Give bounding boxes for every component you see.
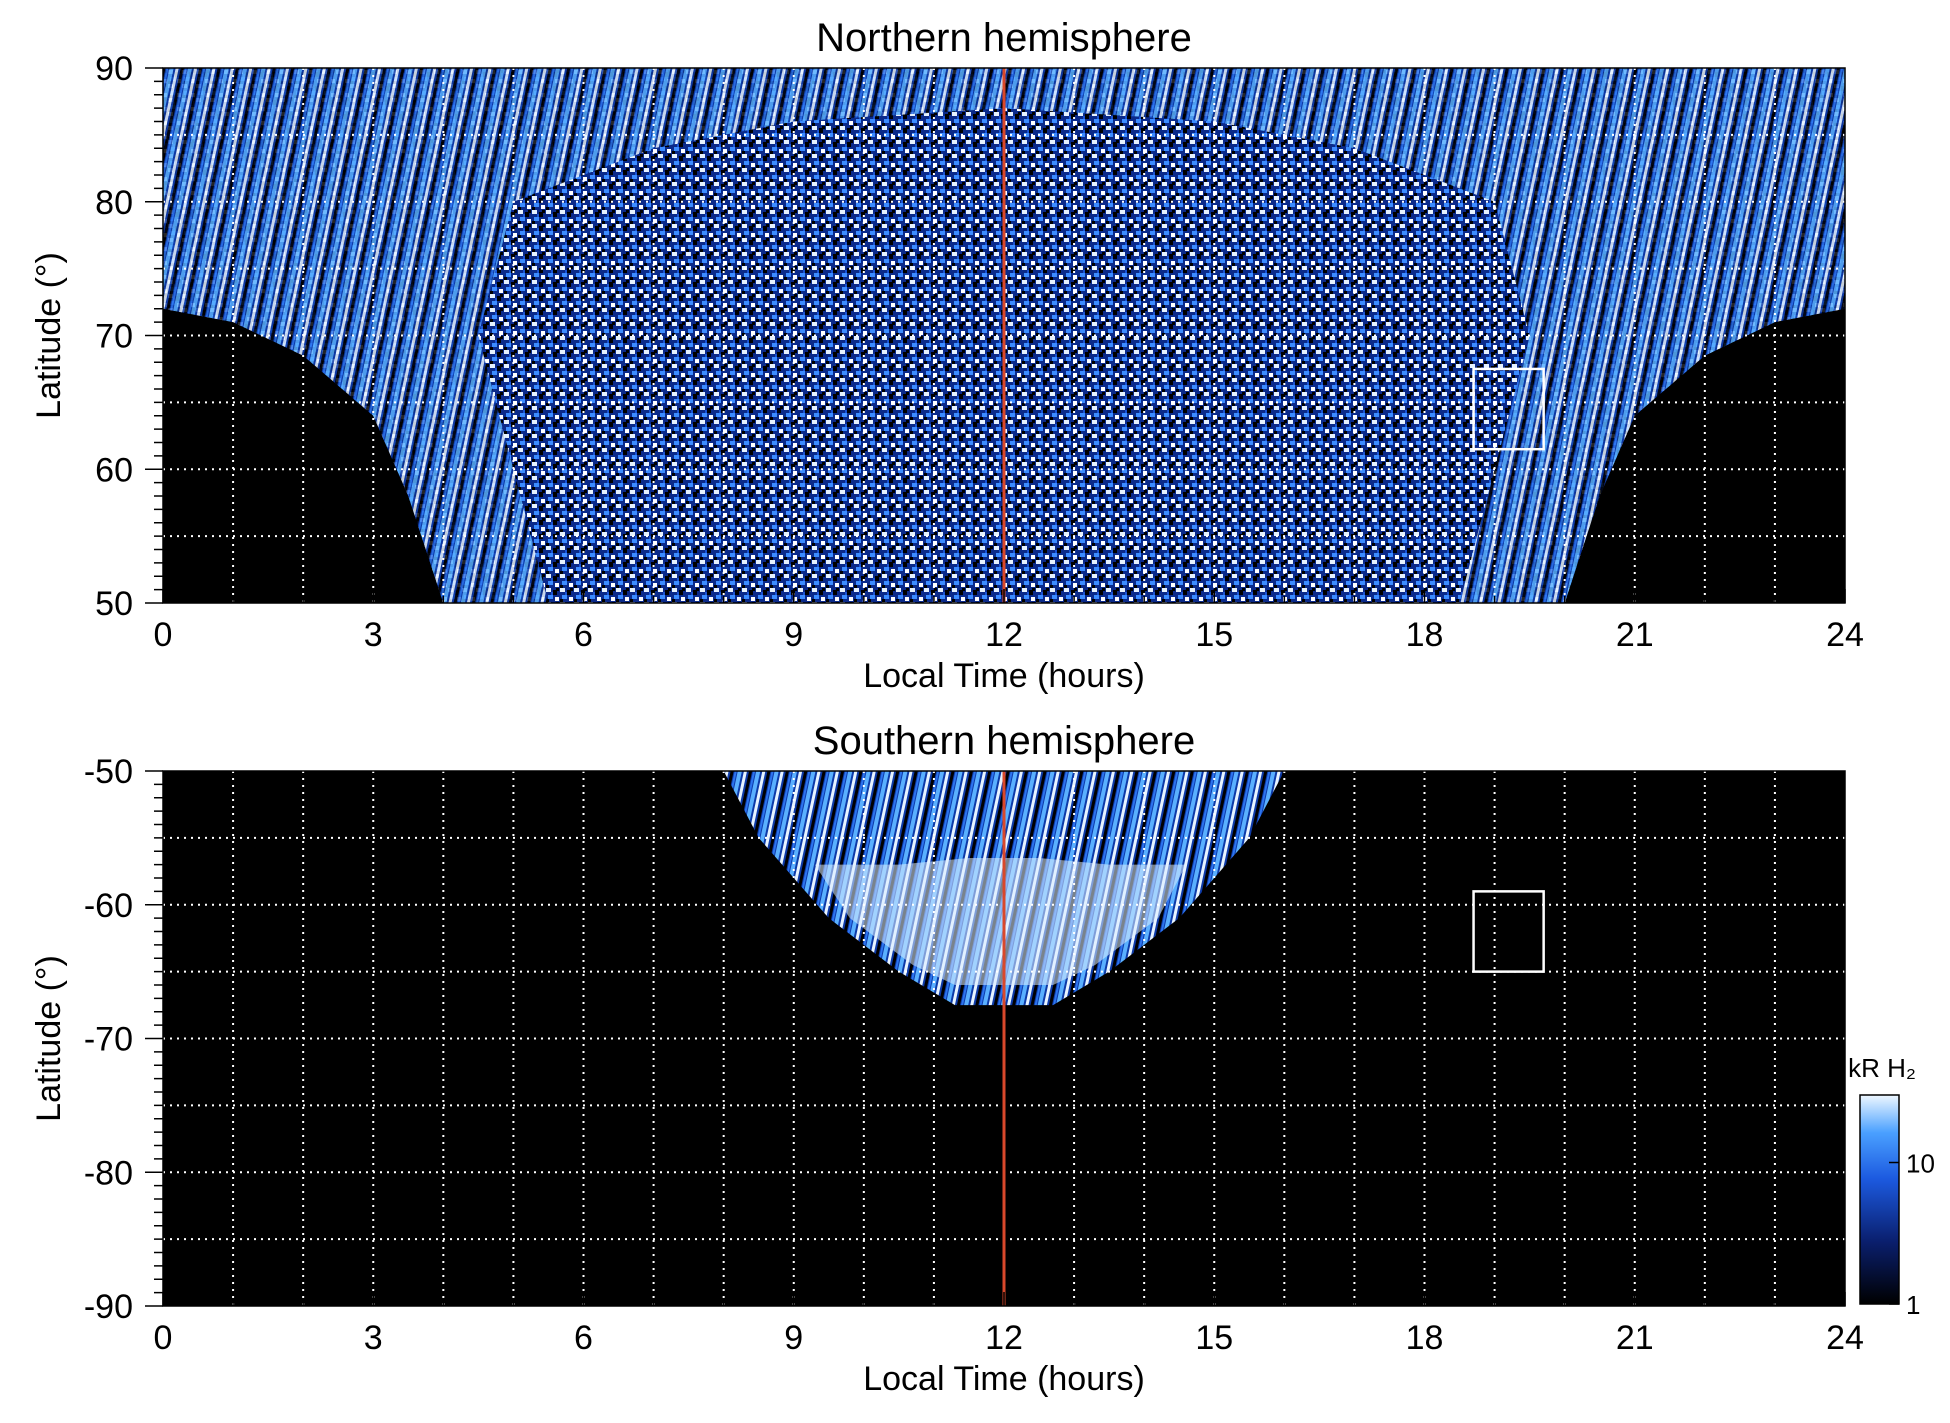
x-tick-label: 15 <box>1195 616 1233 654</box>
y-tick-label: 60 <box>95 451 133 489</box>
southern-y-axis-label: Latitude (°) <box>30 955 68 1122</box>
southern-panel: Southern hemisphere 0 3 6 9 12 15 18 21 24 -50 -6… <box>30 719 1864 1398</box>
y-tick-label: 50 <box>95 585 133 623</box>
y-tick-label: 70 <box>95 318 133 356</box>
x-tick-label: 3 <box>364 1319 383 1357</box>
northern-plot-area <box>163 68 1845 603</box>
colorbar-scale <box>1859 1094 1900 1305</box>
y-tick-label: -70 <box>84 1021 133 1059</box>
y-tick-label: -80 <box>84 1154 133 1192</box>
colorbar-tick-label: 1 <box>1906 1290 1920 1320</box>
y-tick-label: -50 <box>84 753 133 791</box>
colorbar-tick-label: 10 <box>1906 1149 1935 1179</box>
x-tick-label: 12 <box>985 616 1023 654</box>
southern-plot-area <box>163 771 1845 1306</box>
northern-region-box <box>1472 367 1545 451</box>
x-tick-label: 0 <box>154 1319 173 1357</box>
colorbar-label: kR H₂ <box>1848 1053 1916 1083</box>
southern-x-axis-label: Local Time (hours) <box>863 1360 1145 1398</box>
x-tick-label: 9 <box>784 1319 803 1357</box>
x-tick-label: 18 <box>1406 616 1444 654</box>
x-tick-label: 18 <box>1406 1319 1444 1357</box>
x-tick-label: 21 <box>1616 1319 1654 1357</box>
x-tick-label: 24 <box>1826 1319 1864 1357</box>
southern-y-ticks: -50 -60 -70 -80 -90 <box>84 753 163 1326</box>
x-tick-label: 6 <box>574 1319 593 1357</box>
x-tick-label: 3 <box>364 616 383 654</box>
x-tick-label: 12 <box>985 1319 1023 1357</box>
x-tick-label: 9 <box>784 616 803 654</box>
y-tick-label: 90 <box>95 50 133 88</box>
y-tick-label: -90 <box>84 1288 133 1326</box>
northern-x-ticks: 0 3 6 9 12 15 18 21 24 <box>154 589 1864 654</box>
x-tick-label: 21 <box>1616 616 1654 654</box>
x-tick-label: 15 <box>1195 1319 1233 1357</box>
x-tick-label: 24 <box>1826 616 1864 654</box>
southern-region-box <box>1472 890 1545 973</box>
x-tick-label: 0 <box>154 616 173 654</box>
northern-title: Northern hemisphere <box>816 16 1192 60</box>
southern-auroral-oval <box>814 857 1187 985</box>
northern-x-axis-label: Local Time (hours) <box>863 657 1145 695</box>
x-tick-label: 6 <box>574 616 593 654</box>
northern-y-axis-label: Latitude (°) <box>30 252 68 419</box>
colorbar: kR H₂ 10 1 <box>1848 1053 1935 1320</box>
northern-auroral-oval <box>163 68 1845 603</box>
northern-y-ticks: 90 80 70 60 50 <box>95 50 163 623</box>
northern-panel: Northern hemisphere 0 3 6 9 12 15 18 21 24 90 80 7… <box>30 16 1864 695</box>
southern-x-ticks: 0 3 6 9 12 15 18 21 24 <box>154 1292 1864 1357</box>
colorbar-ticks: 10 1 <box>1889 1149 1935 1320</box>
southern-title: Southern hemisphere <box>813 719 1195 763</box>
y-tick-label: -60 <box>84 887 133 925</box>
y-tick-label: 80 <box>95 184 133 222</box>
